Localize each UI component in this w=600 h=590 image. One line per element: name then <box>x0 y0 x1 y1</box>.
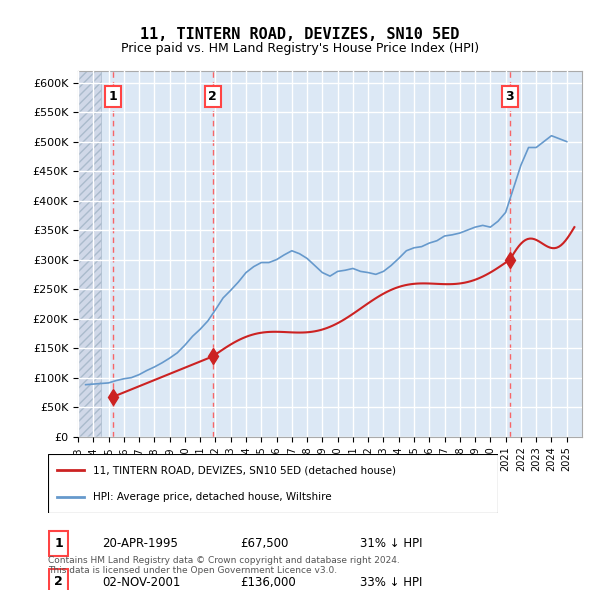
Text: £67,500: £67,500 <box>240 537 289 550</box>
Text: 2: 2 <box>208 90 217 103</box>
Text: 1: 1 <box>109 90 118 103</box>
Text: HPI: Average price, detached house, Wiltshire: HPI: Average price, detached house, Wilt… <box>93 493 332 502</box>
Text: 20-APR-1995: 20-APR-1995 <box>102 537 178 550</box>
Text: 2: 2 <box>54 575 63 588</box>
FancyBboxPatch shape <box>49 530 68 556</box>
Text: 11, TINTERN ROAD, DEVIZES, SN10 5ED: 11, TINTERN ROAD, DEVIZES, SN10 5ED <box>140 27 460 41</box>
Text: 33% ↓ HPI: 33% ↓ HPI <box>360 576 422 589</box>
Text: 3: 3 <box>506 90 514 103</box>
Text: Price paid vs. HM Land Registry's House Price Index (HPI): Price paid vs. HM Land Registry's House … <box>121 42 479 55</box>
Text: 11, TINTERN ROAD, DEVIZES, SN10 5ED (detached house): 11, TINTERN ROAD, DEVIZES, SN10 5ED (det… <box>93 466 396 475</box>
Text: £136,000: £136,000 <box>240 576 296 589</box>
FancyBboxPatch shape <box>49 569 68 590</box>
Text: 31% ↓ HPI: 31% ↓ HPI <box>360 537 422 550</box>
Text: Contains HM Land Registry data © Crown copyright and database right 2024.
This d: Contains HM Land Registry data © Crown c… <box>48 556 400 575</box>
Text: 02-NOV-2001: 02-NOV-2001 <box>102 576 181 589</box>
FancyBboxPatch shape <box>48 454 498 513</box>
Text: 1: 1 <box>54 537 63 550</box>
